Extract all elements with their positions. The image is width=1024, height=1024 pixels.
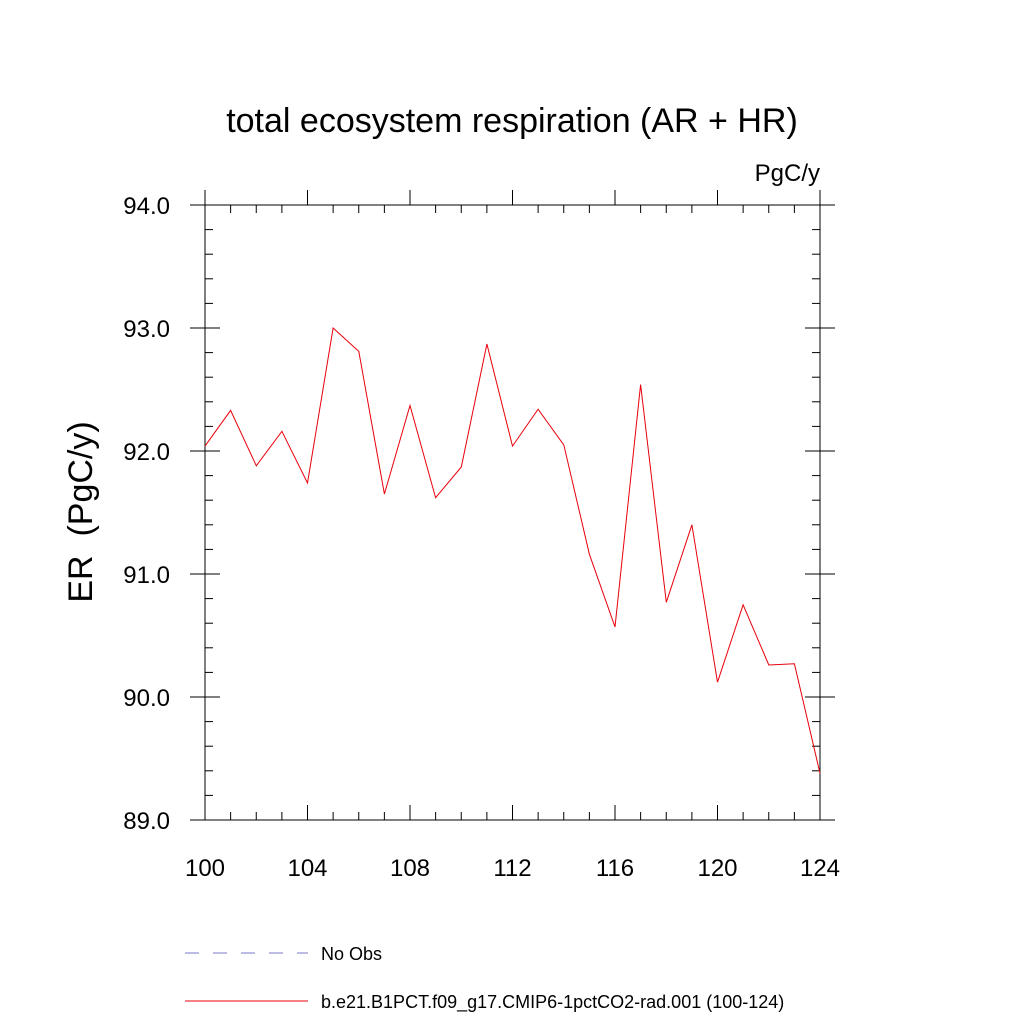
plot-frame	[204, 204, 821, 821]
axis-ticks	[190, 190, 835, 821]
y-tick-label: 91.0	[123, 562, 170, 589]
x-tick-label: 116	[596, 855, 634, 882]
x-tick-label: 104	[287, 855, 327, 882]
y-tick-label: 89.0	[123, 808, 170, 835]
units-label: PgC/y	[755, 160, 820, 187]
data-lines	[204, 327, 821, 774]
legend-label-model: b.e21.B1PCT.f09_g17.CMIP6-1pctCO2-rad.00…	[321, 992, 784, 1013]
y-tick-label: 93.0	[123, 316, 170, 343]
y-tick-label: 92.0	[123, 439, 170, 466]
x-tick-label: 112	[493, 855, 531, 882]
x-tick-label: 108	[390, 855, 430, 882]
y-tick-label: 94.0	[123, 193, 170, 220]
x-tick-label: 124	[800, 855, 840, 882]
x-tick-label: 100	[185, 855, 225, 882]
legend-label-no-obs: No Obs	[321, 944, 382, 964]
x-tick-label: 120	[697, 855, 737, 882]
legend: No Obs b.e21.B1PCT.f09_g17.CMIP6-1pctCO2…	[185, 944, 784, 1013]
series-line-0	[204, 327, 821, 774]
y-tick-label: 90.0	[123, 685, 170, 712]
x-tick-labels: 100 104 108 112 116 120 124	[185, 855, 840, 882]
chart-title: total ecosystem respiration (AR + HR)	[226, 102, 798, 140]
y-tick-labels: 89.0 90.0 91.0 92.0 93.0 94.0	[123, 193, 170, 835]
y-axis-label: ER (PgC/y)	[62, 421, 100, 602]
